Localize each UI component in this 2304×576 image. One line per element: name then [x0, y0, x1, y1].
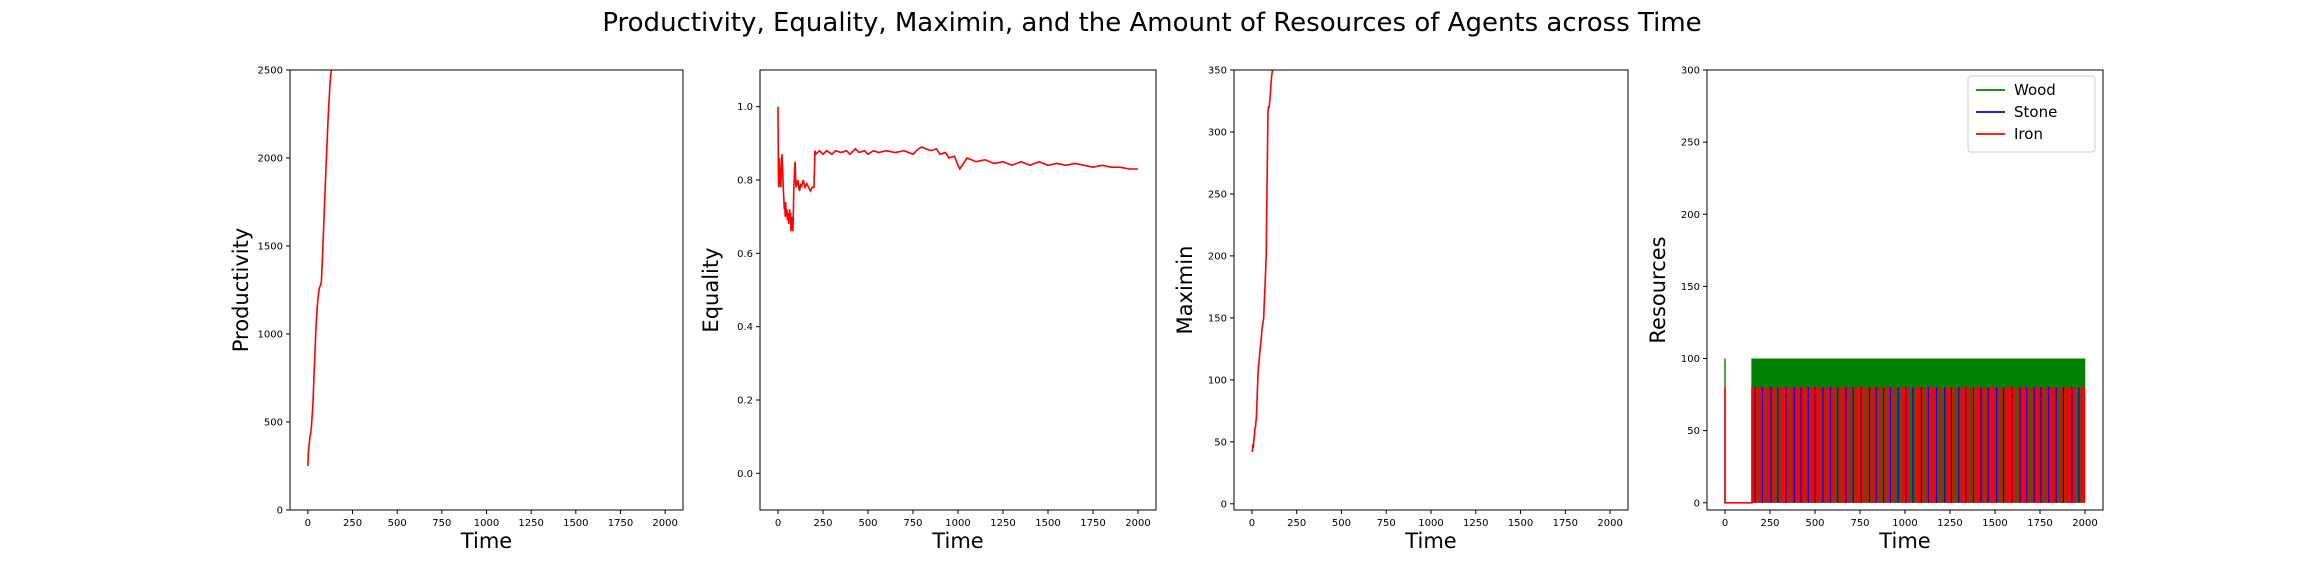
y-tick-label: 0 — [1694, 498, 1700, 509]
legend-label-wood: Wood — [2014, 81, 2056, 99]
y-axis-label: Maximin — [1173, 246, 1197, 335]
y-tick-label: 2500 — [258, 66, 283, 77]
y-tick-label: 0 — [1221, 499, 1227, 510]
series-line-iron — [1752, 387, 2085, 503]
series-line-stone — [1754, 387, 2080, 503]
x-tick-label: 500 — [1805, 518, 1824, 529]
x-tick-label: 0 — [305, 518, 311, 529]
legend-label-iron: Iron — [2014, 125, 2043, 143]
x-axis-label: Time — [1404, 529, 1456, 553]
figure-title: Productivity, Equality, Maximin, and the… — [602, 8, 1701, 38]
x-tick-label: 1000 — [1418, 518, 1443, 529]
series-line-1 — [777, 106, 1138, 232]
series-line-wood-start — [1724, 358, 1752, 504]
x-tick-label: 1500 — [1035, 518, 1060, 529]
y-tick-label: 200 — [1208, 251, 1227, 262]
x-tick-label: 250 — [343, 518, 362, 529]
y-tick-label: 500 — [264, 418, 283, 429]
y-tick-label: 1.0 — [737, 102, 753, 113]
x-tick-label: 2000 — [652, 518, 677, 529]
plot-area — [307, 70, 333, 467]
x-tick-label: 1000 — [474, 518, 499, 529]
x-tick-label: 250 — [1287, 518, 1306, 529]
x-tick-label: 1750 — [608, 518, 633, 529]
x-tick-label: 1250 — [990, 518, 1015, 529]
y-tick-label: 1000 — [258, 330, 283, 341]
x-tick-label: 250 — [1760, 518, 1779, 529]
y-axis-label: Productivity — [229, 228, 253, 353]
y-tick-label: 100 — [1208, 375, 1227, 386]
x-tick-label: 1500 — [563, 518, 588, 529]
y-tick-label: 0.6 — [737, 249, 753, 260]
x-tick-label: 750 — [1377, 518, 1396, 529]
x-tick-label: 250 — [813, 518, 832, 529]
x-tick-label: 750 — [432, 518, 451, 529]
x-axis-label: Time — [931, 529, 983, 553]
series-line-iron-start — [1724, 387, 1753, 504]
y-tick-label: 1500 — [258, 242, 283, 253]
y-tick-label: 0 — [277, 506, 283, 517]
x-tick-label: 0 — [1249, 518, 1255, 529]
y-tick-label: 200 — [1681, 210, 1700, 221]
x-tick-label: 1750 — [1080, 518, 1105, 529]
y-tick-label: 50 — [1687, 426, 1700, 437]
x-tick-label: 1250 — [1937, 518, 1962, 529]
legend-label-stone: Stone — [2014, 103, 2057, 121]
x-tick-label: 500 — [388, 518, 407, 529]
y-tick-label: 350 — [1208, 66, 1227, 77]
axes-frame — [289, 69, 684, 511]
y-tick-label: 250 — [1208, 189, 1227, 200]
y-tick-label: 0.4 — [737, 322, 753, 333]
series-line-1 — [1251, 70, 1274, 453]
plot-area — [1251, 70, 1274, 453]
subplot-1: 0 250 500 750 1000 1250 1500 1750 2000 0 500 1000 15… — [229, 66, 684, 553]
subplot-2: 0 250 500 750 1000 1250 1500 1750 2000 0.0 0.2 0.4 0… — [699, 69, 1157, 553]
x-tick-label: 0 — [775, 518, 781, 529]
x-tick-label: 2000 — [2072, 518, 2097, 529]
plot-area — [777, 106, 1138, 232]
x-tick-label: 1000 — [945, 518, 970, 529]
x-tick-label: 1750 — [1553, 518, 1578, 529]
y-axis-label: Equality — [699, 247, 723, 332]
x-tick-label: 2000 — [1125, 518, 1150, 529]
plot-area — [1724, 358, 2086, 504]
y-tick-label: 300 — [1208, 127, 1227, 138]
subplot-3: 0 250 500 750 1000 1250 1500 1750 2000 0 50 100 150 2… — [1173, 66, 1629, 553]
axes-frame — [1233, 69, 1629, 511]
x-tick-label: 500 — [1332, 518, 1351, 529]
x-tick-label: 0 — [1722, 518, 1728, 529]
x-tick-label: 2000 — [1597, 518, 1622, 529]
x-tick-label: 1500 — [1508, 518, 1533, 529]
x-tick-label: 1250 — [518, 518, 543, 529]
y-tick-label: 0.8 — [737, 176, 753, 187]
x-tick-label: 750 — [903, 518, 922, 529]
x-axis-label: Time — [460, 529, 512, 553]
axes-frame — [759, 69, 1157, 511]
x-tick-label: 1750 — [2027, 518, 2052, 529]
x-tick-label: 750 — [1850, 518, 1869, 529]
x-tick-label: 1250 — [1463, 518, 1488, 529]
series-line-1 — [307, 70, 333, 467]
legend-box — [1967, 75, 2096, 153]
legend: Wood Stone Iron — [1967, 75, 2096, 153]
y-tick-label: 0.0 — [737, 469, 753, 480]
y-tick-label: 250 — [1681, 138, 1700, 149]
x-axis-label: Time — [1878, 529, 1930, 553]
y-axis-label: Resources — [1646, 236, 1670, 343]
y-tick-label: 300 — [1681, 66, 1700, 77]
y-tick-label: 100 — [1681, 354, 1700, 365]
y-tick-label: 0.2 — [737, 396, 753, 407]
x-tick-label: 1000 — [1892, 518, 1917, 529]
x-tick-label: 500 — [858, 518, 877, 529]
y-tick-label: 150 — [1208, 313, 1227, 324]
y-tick-label: 150 — [1681, 282, 1700, 293]
y-tick-label: 50 — [1214, 437, 1227, 448]
y-tick-label: 2000 — [258, 154, 283, 165]
x-tick-label: 1500 — [1982, 518, 2007, 529]
